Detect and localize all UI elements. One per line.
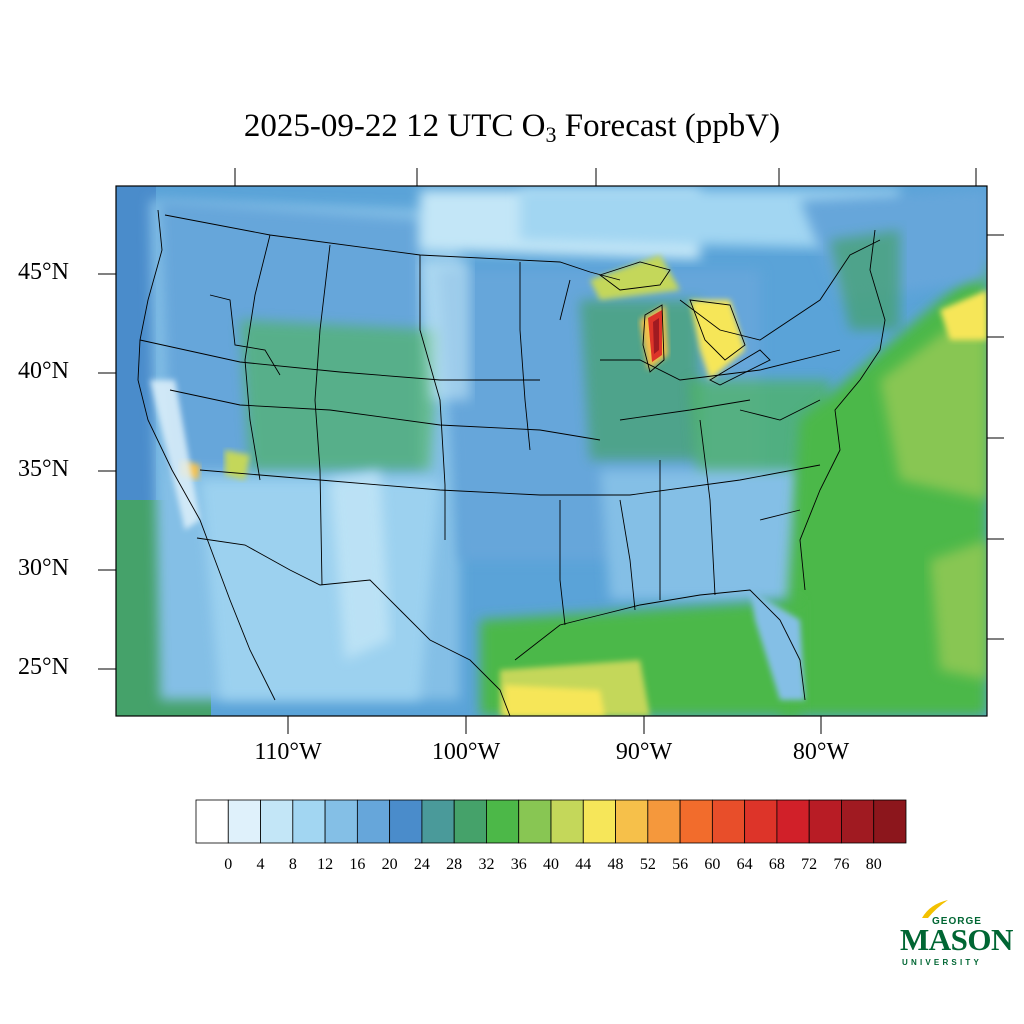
colorbar-swatch — [195, 799, 229, 844]
colorbar-swatch — [873, 799, 907, 844]
right-ticks — [987, 234, 1004, 640]
colorbar-swatch — [486, 799, 520, 844]
ozone-field — [116, 186, 987, 716]
colorbar-swatch — [227, 799, 261, 844]
colorbar-label: 40 — [543, 856, 559, 873]
colorbar-label: 12 — [317, 856, 334, 873]
colorbar-swatch — [808, 799, 842, 844]
colorbar-swatch — [615, 799, 649, 844]
colorbar-swatch — [647, 799, 681, 844]
lat-label-40: 40°N — [18, 358, 69, 384]
colorbar-label: 48 — [607, 856, 624, 873]
title-subscript: 3 — [545, 122, 557, 147]
colorbar-label: 20 — [381, 856, 398, 873]
logo-george: GEORGE — [932, 916, 982, 927]
colorbar-label: 60 — [704, 856, 721, 873]
swoosh-icon — [922, 900, 948, 918]
colorbar-label: 64 — [736, 856, 753, 873]
lat-label-25: 25°N — [18, 654, 69, 680]
colorbar-label: 8 — [288, 856, 297, 873]
bottom-ticks — [287, 716, 822, 734]
lon-label-80w: 80°W — [792, 739, 850, 765]
colorbar-label: 44 — [575, 856, 592, 873]
colorbar-label: 4 — [256, 856, 265, 873]
map-title: 2025-09-22 12 UTC O3 Forecast (ppbV) — [0, 108, 1024, 148]
colorbar-swatch — [582, 799, 616, 844]
colorbar-label: 0 — [224, 856, 233, 873]
top-ticks — [234, 168, 977, 186]
colorbar-swatch — [550, 799, 584, 844]
boundary-lines — [137, 209, 886, 716]
colorbar-label: 16 — [349, 856, 366, 873]
lon-label-100w: 100°W — [431, 739, 501, 765]
colorbar-swatch — [679, 799, 713, 844]
colorbar-swatch — [389, 799, 423, 844]
colorbar-swatch — [260, 799, 294, 844]
lat-label-45: 45°N — [18, 259, 69, 285]
colorbar-label: 28 — [446, 856, 463, 873]
map-frame — [115, 185, 988, 717]
lon-label-110w: 110°W — [254, 739, 322, 765]
colorbar-label: 72 — [801, 856, 818, 873]
colorbar-swatch — [744, 799, 778, 844]
left-ticks — [98, 273, 116, 670]
colorbar — [195, 799, 907, 844]
colorbar-label: 52 — [639, 856, 656, 873]
colorbar-label: 76 — [833, 856, 850, 873]
colorbar-swatch — [292, 799, 326, 844]
lat-label-35: 35°N — [18, 456, 69, 482]
colorbar-swatch — [421, 799, 455, 844]
colorbar-label: 32 — [478, 856, 495, 873]
colorbar-label: 68 — [768, 856, 785, 873]
logo-mason: MASON — [900, 922, 1013, 957]
gmu-logo: GEORGE MASON UNIVERSITY — [898, 898, 1013, 968]
lon-label-90w: 90°W — [615, 739, 673, 765]
colorbar-label: 24 — [413, 856, 430, 873]
colorbar-swatch — [324, 799, 358, 844]
colorbar-label: 36 — [510, 856, 527, 873]
title-prefix: 2025-09-22 12 UTC O — [243, 108, 546, 144]
logo-university: UNIVERSITY — [902, 958, 983, 967]
colorbar-swatch — [518, 799, 552, 844]
colorbar-swatch — [711, 799, 746, 844]
title-suffix: Forecast (ppbV) — [556, 108, 781, 144]
colorbar-label: 80 — [865, 856, 882, 873]
colorbar-label: 56 — [672, 856, 689, 873]
colorbar-swatch — [453, 799, 487, 844]
lat-label-30: 30°N — [18, 555, 69, 581]
colorbar-swatch — [356, 799, 391, 844]
colorbar-swatch — [841, 799, 875, 844]
colorbar-swatch — [776, 799, 810, 844]
